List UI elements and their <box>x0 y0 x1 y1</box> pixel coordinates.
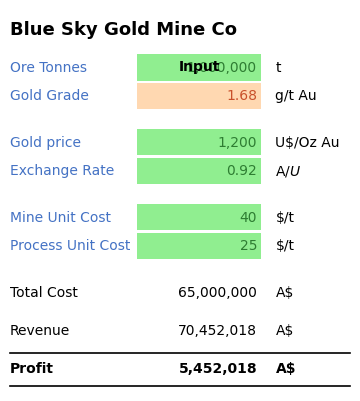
Text: t: t <box>275 61 281 75</box>
FancyBboxPatch shape <box>138 233 261 259</box>
Text: 65,000,000: 65,000,000 <box>178 285 257 299</box>
Text: 1.68: 1.68 <box>226 89 257 103</box>
Text: A$: A$ <box>275 361 296 375</box>
Text: U$/Oz Au: U$/Oz Au <box>275 136 340 149</box>
Text: A$: A$ <box>275 285 294 299</box>
Text: Input: Input <box>179 60 220 74</box>
Text: g/t Au: g/t Au <box>275 89 317 103</box>
Text: Exchange Rate: Exchange Rate <box>10 164 114 178</box>
Text: Total Cost: Total Cost <box>10 285 78 299</box>
Text: Profit: Profit <box>10 361 54 375</box>
Text: 1,200: 1,200 <box>217 136 257 149</box>
Text: A$/U$: A$/U$ <box>275 163 302 178</box>
Text: Gold Grade: Gold Grade <box>10 89 89 103</box>
Text: 70,452,018: 70,452,018 <box>178 323 257 337</box>
FancyBboxPatch shape <box>138 130 261 156</box>
Text: 40: 40 <box>239 210 257 224</box>
Text: 1,000,000: 1,000,000 <box>187 61 257 75</box>
Text: Blue Sky Gold Mine Co: Blue Sky Gold Mine Co <box>10 20 237 38</box>
Text: 5,452,018: 5,452,018 <box>179 361 257 375</box>
Text: 0.92: 0.92 <box>226 164 257 178</box>
FancyBboxPatch shape <box>138 83 261 110</box>
Text: Revenue: Revenue <box>10 323 70 337</box>
Text: 25: 25 <box>239 239 257 253</box>
Text: Ore Tonnes: Ore Tonnes <box>10 61 87 75</box>
FancyBboxPatch shape <box>138 205 261 231</box>
Text: $/t: $/t <box>275 239 294 253</box>
FancyBboxPatch shape <box>138 158 261 184</box>
Text: Process Unit Cost: Process Unit Cost <box>10 239 130 253</box>
FancyBboxPatch shape <box>138 55 261 81</box>
Text: A$: A$ <box>275 323 294 337</box>
Text: Gold price: Gold price <box>10 136 81 149</box>
Text: Mine Unit Cost: Mine Unit Cost <box>10 210 111 224</box>
Text: $/t: $/t <box>275 210 294 224</box>
